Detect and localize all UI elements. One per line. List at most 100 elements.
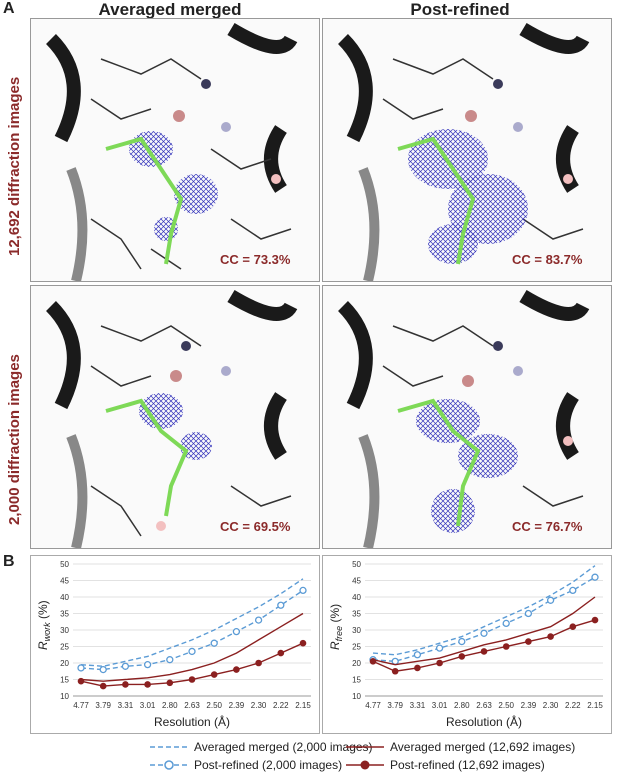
column-title-postrefined: Post-refined — [410, 0, 510, 19]
legend-swatch-dashed-blue-circle — [150, 760, 188, 770]
data-point — [569, 586, 577, 595]
y-tick-label: 50 — [352, 560, 361, 569]
panel-b-label: B — [3, 553, 15, 570]
data-point — [210, 639, 218, 647]
data-point — [77, 677, 85, 685]
data-point — [547, 633, 554, 640]
data-point — [525, 638, 532, 645]
x-tick-label: 3.31 — [118, 701, 134, 710]
column-title-averaged: Averaged merged — [98, 0, 242, 19]
density-map-r1c1 — [30, 18, 320, 282]
cc-value-r1c2: CC = 83.7% — [512, 252, 583, 267]
data-point — [435, 644, 444, 652]
rfree-chart: 10 15 20 25 30 35 40 45 50 4.77 3.79 3.31 3.01 2.80 2.… — [328, 560, 603, 729]
rfree-chart-box: 10 15 20 25 30 35 40 45 50 4.77 3.79 3.31 3.01 2.80 2.… — [322, 555, 612, 734]
data-point — [369, 658, 377, 665]
x-tick-label: 2.50 — [498, 701, 514, 710]
data-point — [414, 664, 421, 672]
density-map-r1c2 — [322, 18, 612, 282]
x-tick-label: 2.63 — [184, 701, 200, 710]
x-tick-label: 3.79 — [387, 701, 403, 710]
data-point — [166, 656, 174, 664]
data-point — [144, 681, 151, 688]
data-point — [458, 653, 466, 660]
x-tick-label: 3.31 — [410, 701, 426, 710]
x-tick-label: 2.39 — [229, 701, 245, 710]
data-point — [254, 616, 263, 624]
data-point — [591, 573, 599, 581]
y-tick-label: 30 — [352, 626, 361, 635]
legend-label: Post-refined (12,692 images) — [390, 758, 545, 772]
data-point — [188, 647, 196, 656]
legend-item-avg-2000: Averaged merged (2,000 images) — [150, 740, 373, 754]
data-point — [166, 679, 174, 687]
data-point — [210, 671, 218, 678]
y-tick-label: 45 — [352, 577, 361, 586]
data-point — [502, 619, 510, 628]
x-tick-label: 2.30 — [543, 701, 559, 710]
density-map-illustration — [45, 22, 298, 281]
series-line-0 — [372, 565, 596, 656]
row-title-2000: 2,000 diffraction images — [6, 354, 23, 525]
density-map-r2c1 — [30, 285, 320, 549]
legend-swatch-solid-red — [346, 746, 384, 748]
data-point — [391, 667, 399, 675]
cc-value-r2c1: CC = 69.5% — [220, 519, 291, 534]
x-tick-label: 2.30 — [251, 701, 267, 710]
data-point — [233, 666, 240, 673]
y-tick-label: 30 — [60, 626, 69, 635]
data-point — [458, 637, 466, 646]
data-point — [391, 657, 399, 665]
data-point — [299, 586, 307, 595]
y-tick-label: 25 — [352, 643, 361, 652]
x-tick-label: 2.22 — [273, 701, 289, 710]
y-axis-label: Rfree (%) — [328, 604, 344, 650]
x-tick-label: 2.15 — [295, 701, 311, 710]
data-point — [277, 601, 285, 609]
x-tick-label: 3.01 — [432, 701, 448, 710]
data-point — [569, 623, 577, 630]
y-tick-label: 40 — [60, 593, 69, 602]
density-map-illustration — [45, 289, 298, 548]
series-line-2 — [372, 596, 596, 666]
data-point — [413, 651, 422, 659]
y-tick-label: 15 — [352, 676, 361, 685]
legend-swatch-dashed-blue — [150, 746, 188, 748]
data-point — [99, 665, 107, 674]
data-point — [591, 616, 599, 624]
data-point — [77, 664, 85, 672]
rwork-chart-box: 10 15 20 25 30 35 40 45 50 4.77 3.79 3.31 3.01 2.80 2.… — [30, 555, 320, 734]
data-point — [480, 629, 488, 637]
legend-label: Averaged merged (2,000 images) — [194, 740, 373, 754]
data-point — [436, 659, 443, 667]
x-axis-label: Resolution (Å) — [154, 714, 230, 729]
x-axis-label: Resolution (Å) — [446, 714, 522, 729]
x-tick-label: 2.80 — [162, 701, 178, 710]
data-point — [502, 643, 510, 650]
legend-swatch-solid-red-dot — [346, 760, 384, 770]
y-tick-label: 10 — [60, 692, 69, 701]
x-tick-label: 2.63 — [476, 701, 492, 710]
legend-item-post-12692: Post-refined (12,692 images) — [346, 758, 545, 772]
legend-label: Post-refined (2,000 images) — [194, 758, 343, 772]
data-point — [524, 609, 533, 618]
y-tick-label: 45 — [60, 577, 69, 586]
density-map-illustration — [337, 22, 590, 281]
data-point — [99, 682, 107, 690]
y-tick-label: 20 — [60, 659, 69, 668]
x-tick-label: 2.80 — [454, 701, 470, 710]
x-tick-label: 3.01 — [140, 701, 156, 710]
y-tick-label: 35 — [352, 610, 361, 619]
legend: Averaged merged (2,000 images) Post-refi… — [0, 740, 617, 780]
legend-item-post-2000: Post-refined (2,000 images) — [150, 758, 342, 772]
legend-item-avg-12692: Averaged merged (12,692 images) — [346, 740, 575, 754]
density-map-illustration — [337, 289, 590, 548]
data-point — [121, 662, 130, 670]
y-tick-label: 40 — [352, 593, 361, 602]
x-tick-label: 2.50 — [206, 701, 222, 710]
data-point — [255, 659, 262, 667]
data-point — [277, 649, 285, 657]
x-tick-label: 2.22 — [565, 701, 581, 710]
y-tick-label: 20 — [352, 659, 361, 668]
data-point — [299, 639, 307, 647]
